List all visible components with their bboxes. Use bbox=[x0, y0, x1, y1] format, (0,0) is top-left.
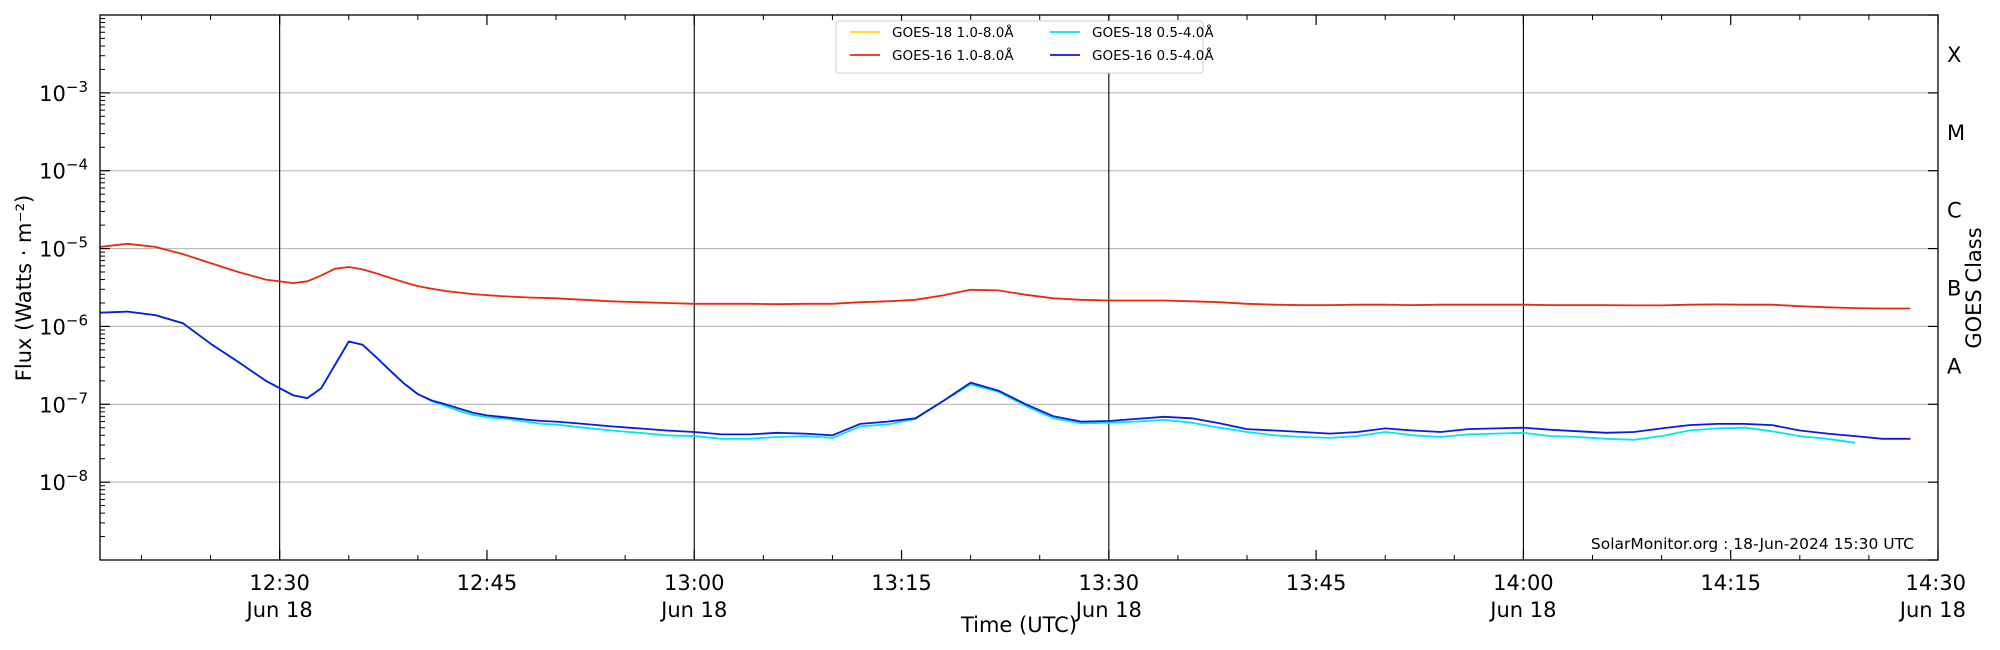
goes-class-label: X bbox=[1947, 43, 1961, 67]
x-tick-label: 14:00 bbox=[1493, 571, 1554, 595]
legend-entry: GOES-16 1.0-8.0Å bbox=[892, 47, 1014, 64]
y-tick-label: 10−8 bbox=[39, 467, 88, 495]
goes-class-label: M bbox=[1947, 121, 1965, 145]
goes-class-label: A bbox=[1947, 354, 1962, 378]
goes-class-label: C bbox=[1947, 199, 1962, 223]
x-tick-sublabel: Jun 18 bbox=[245, 598, 313, 622]
credit-text: SolarMonitor.org : 18-Jun-2024 15:30 UTC bbox=[1591, 535, 1914, 553]
series-line bbox=[99, 242, 1911, 310]
legend-entry: GOES-18 1.0-8.0Å bbox=[892, 24, 1014, 41]
x-tick-label: 13:15 bbox=[871, 571, 932, 595]
goes-class-axis-label: GOES Class bbox=[1962, 227, 1986, 348]
grid-layer bbox=[100, 92, 1938, 483]
x-axis-label: Time (UTC) bbox=[960, 613, 1077, 637]
y-axis-label: Flux (Watts · m⁻²) bbox=[12, 195, 36, 381]
y-tick-label: 10−7 bbox=[39, 389, 88, 417]
x-tick-label: 14:15 bbox=[1700, 571, 1761, 595]
x-tick-label: 14:30 bbox=[1905, 571, 1966, 595]
x-tick-label: 13:45 bbox=[1286, 571, 1347, 595]
plot-frame bbox=[99, 14, 1939, 561]
x-tick-sublabel: Jun 18 bbox=[1074, 598, 1142, 622]
tick-layer bbox=[100, 14, 1939, 561]
x-tick-label: 13:00 bbox=[664, 571, 725, 595]
legend: GOES-18 1.0-8.0Å GOES-16 1.0-8.0Å GOES-18 … bbox=[835, 20, 1214, 74]
y-tick-label: 10−4 bbox=[39, 156, 88, 184]
x-tick-sublabel: Jun 18 bbox=[1898, 598, 1966, 622]
y-tick-label: 10−3 bbox=[39, 78, 88, 106]
vertical-day-lines bbox=[279, 15, 1524, 560]
goes-class-label: B bbox=[1947, 277, 1961, 301]
x-tick-label: 12:45 bbox=[457, 571, 518, 595]
y-tick-label: 10−6 bbox=[39, 311, 88, 339]
x-tick-sublabel: Jun 18 bbox=[659, 598, 727, 622]
series-line bbox=[99, 310, 1856, 444]
legend-entry: GOES-18 0.5-4.0Å bbox=[1092, 24, 1214, 41]
legend-entry: GOES-16 0.5-4.0Å bbox=[1092, 47, 1214, 64]
series-line bbox=[99, 310, 1911, 440]
label-layer: 10−8 10−7 10−6 10−5 10−4 10−3 A B C M X 12:30 Jun 18… bbox=[39, 43, 1966, 622]
x-tick-label: 13:30 bbox=[1079, 571, 1140, 595]
legend-box bbox=[835, 20, 1204, 74]
x-tick-label: 12:30 bbox=[249, 571, 310, 595]
y-tick-label: 10−5 bbox=[39, 234, 88, 262]
series-layer bbox=[99, 242, 1911, 444]
x-tick-sublabel: Jun 18 bbox=[1488, 598, 1556, 622]
